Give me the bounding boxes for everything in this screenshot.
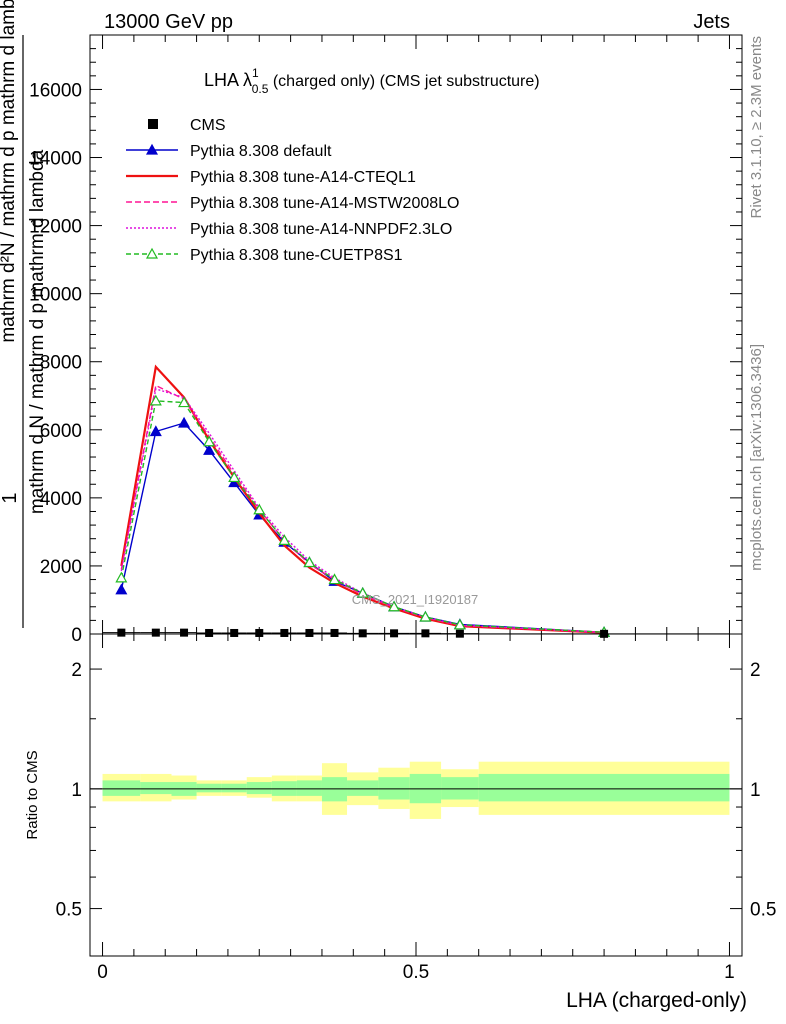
plot-title-sup: 1	[252, 66, 259, 80]
ratio-y-tick-label-right: 1	[750, 780, 761, 801]
legend-marker-cuetp8s1	[145, 247, 159, 259]
mcplots-label: mcplots.cern.ch [arXiv:1306.3436]	[748, 344, 765, 571]
ratio-panel: 0 0.5 1 0.5 0.5 1 1 2 2 Ratio to CMS	[24, 633, 776, 983]
cms-data-point	[280, 628, 289, 637]
legend-label-mstw: Pythia 8.308 tune-A14-MSTW2008LO	[190, 195, 459, 212]
cms-data-point	[180, 628, 189, 637]
plot-title-rest: (charged only) (CMS jet substructure)	[268, 73, 539, 90]
legend-marker-default	[145, 143, 159, 155]
cms-data-point	[330, 628, 339, 637]
cms-data-point	[390, 629, 399, 638]
ratio-y-tick-label-right: 2	[750, 660, 761, 681]
y-label-overlay: mathrm d²N / mathrm d p mathrm d lambda	[0, 0, 19, 343]
plot-title-sub: 0.5	[252, 82, 269, 96]
legend: CMS Pythia 8.308 default Pythia 8.308 tune…	[126, 117, 459, 264]
cms-data-point	[305, 628, 314, 637]
cms-data-point	[358, 629, 367, 638]
y-tick-label: 10000	[29, 285, 82, 306]
main-panel-frame	[89, 34, 743, 635]
y-tick-label: 16000	[29, 80, 82, 101]
legend-label-default: Pythia 8.308 default	[190, 143, 332, 160]
y-label-numerator: 1	[0, 492, 21, 503]
y-tick-label: 2000	[40, 557, 82, 578]
series-point-cuetp8s1	[453, 618, 466, 630]
watermark: CMS_2021_I1920187	[352, 592, 479, 607]
ratio-y-tick-label-left: 1	[71, 780, 82, 801]
series-point-cuetp8s1	[178, 396, 191, 408]
cms-data-point	[421, 629, 430, 638]
series-point-cuetp8s1	[253, 503, 266, 515]
ratio-y-tick-label-left: 0.5	[56, 900, 82, 921]
series-point-default	[115, 583, 128, 595]
ratio-y-tick-label-left: 2	[71, 660, 82, 681]
ratio-stat-band	[140, 782, 172, 795]
x-axis-label: LHA (charged-only)	[566, 989, 747, 1012]
ratio-ticks: 0 0.5 1 0.5 0.5 1 1 2 2	[56, 634, 776, 983]
series-point-cuetp8s1	[278, 534, 291, 546]
series-point-default	[178, 416, 191, 428]
plot-title: LHA λ1 0.5 (charged only) (CMS jet substr…	[204, 66, 540, 96]
series-point-default	[203, 443, 216, 455]
ratio-stat-band	[102, 780, 141, 796]
series-point-cuetp8s1	[228, 471, 241, 483]
legend-label-data: CMS	[190, 117, 226, 134]
y-tick-label: 6000	[40, 421, 82, 442]
ratio-stat-band	[296, 780, 322, 796]
legend-label-cteql1: Pythia 8.308 tune-A14-CTEQL1	[190, 169, 416, 186]
legend-label-nnpdf: Pythia 8.308 tune-A14-NNPDF2.3LO	[190, 221, 452, 238]
ratio-bands	[102, 761, 730, 819]
energy-label: 13000 GeV pp	[104, 11, 233, 33]
series-point-cuetp8s1	[115, 571, 128, 583]
category-label: Jets	[693, 11, 730, 33]
legend-marker-data	[148, 119, 158, 129]
legend-label-cuetp8s1: Pythia 8.308 tune-CUETP8S1	[190, 247, 403, 264]
y-tick-label: 4000	[40, 489, 82, 510]
y-tick-label: 12000	[29, 217, 82, 238]
y-tick-label: 0	[71, 625, 82, 646]
cms-data-point	[151, 628, 160, 637]
y-tick-label: 8000	[40, 353, 82, 374]
y-tick-label: 14000	[29, 149, 82, 170]
rivet-label: Rivet 3.1.10, ≥ 2.3M events	[748, 36, 765, 219]
ratio-stat-band	[347, 780, 379, 796]
y-label-denominator: mathrm d N / mathrm d p mathrm d lambda	[27, 149, 48, 514]
series-point-default	[149, 425, 162, 437]
main-panel: 0 2000 4000 6000 8000 10000 12000 14000 16000 LH…	[29, 34, 743, 646]
ratio-stat-band	[196, 783, 222, 793]
ratio-stat-band	[221, 783, 247, 793]
y-axis-title: 1 mathrm d²N / mathrm d p mathrm d lambd…	[0, 0, 48, 628]
plot-title-main: LHA λ	[204, 70, 252, 90]
series-point-cuetp8s1	[419, 610, 432, 622]
series-line-cuetp8s1	[120, 400, 605, 633]
cms-data-point	[117, 628, 126, 637]
series-point-cuetp8s1	[203, 435, 216, 447]
cms-data-point	[205, 628, 214, 637]
main-ticks: 0 2000 4000 6000 8000 10000 12000 14000 16000	[29, 34, 742, 646]
series-point-cuetp8s1	[303, 556, 316, 568]
x-tick-label: 0	[97, 962, 108, 983]
cms-data-point	[255, 628, 264, 637]
series-point-cuetp8s1	[328, 573, 341, 585]
x-tick-label: 0.5	[403, 962, 429, 983]
x-tick-label: 1	[724, 962, 735, 983]
ratio-y-label: Ratio to CMS	[24, 750, 41, 839]
series-point-cuetp8s1	[149, 394, 162, 406]
cms-data-point	[230, 628, 239, 637]
ratio-stat-band	[246, 782, 272, 795]
series-point-cuetp8s1	[356, 586, 369, 598]
ratio-y-tick-label-right: 0.5	[750, 900, 776, 921]
series-point-cuetp8s1	[388, 600, 401, 612]
series-line-nnpdf	[120, 388, 605, 634]
ratio-stat-band	[478, 773, 730, 802]
main-series-group	[115, 364, 611, 637]
